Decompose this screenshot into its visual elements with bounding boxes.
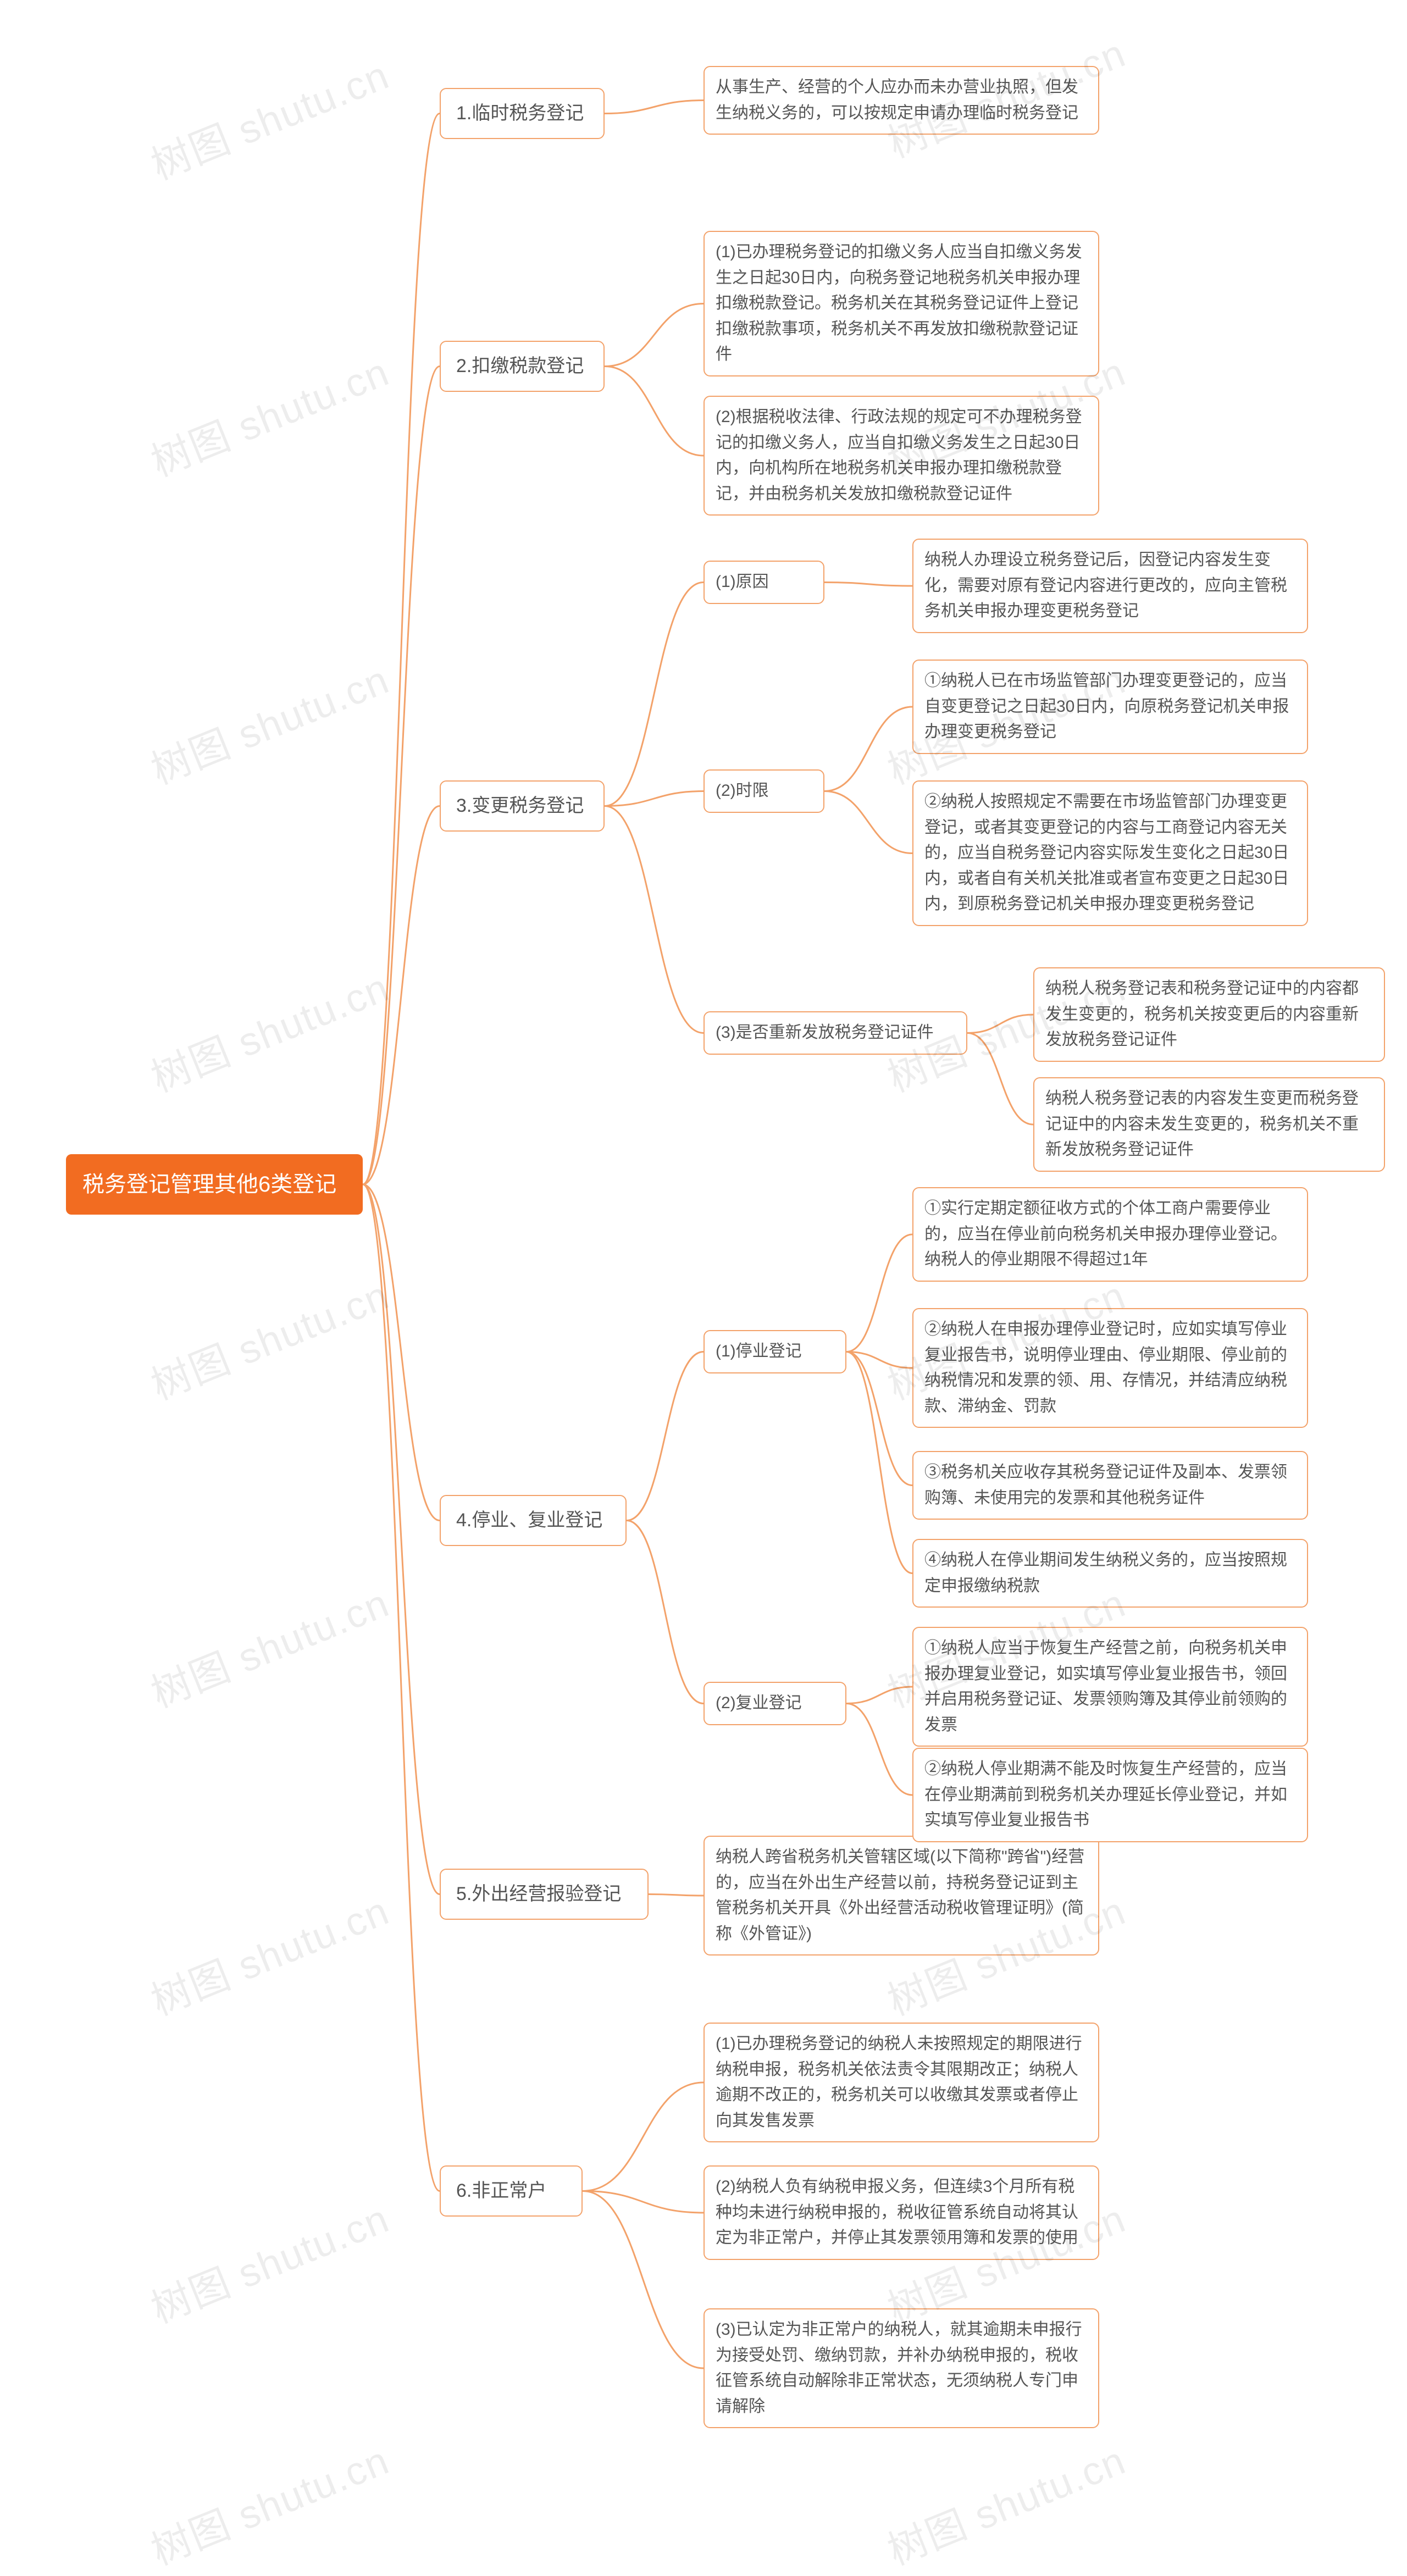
mindmap-node: ②纳税人停业期满不能及时恢复生产经营的，应当在停业期满前到税务机关办理延长停业登… [912, 1748, 1308, 1842]
mindmap-node: (1)已办理税务登记的纳税人未按照规定的期限进行纳税申报，税务机关依法责令其限期… [704, 2023, 1099, 2142]
mindmap-node: ③税务机关应收存其税务登记证件及副本、发票领购簿、未使用完的发票和其他税务证件 [912, 1451, 1308, 1520]
watermark: 树图 shutu.cn [141, 43, 396, 191]
mindmap-node: (3)已认定为非正常户的纳税人，就其逾期未申报行为接受处罚、缴纳罚款，并补办纳税… [704, 2308, 1099, 2428]
mindmap-node: (2)根据税收法律、行政法规的规定可不办理税务登记的扣缴义务人，应当自扣缴义务发… [704, 396, 1099, 516]
mindmap-node: ①实行定期定额征收方式的个体工商户需要停业的，应当在停业前向税务机关申报办理停业… [912, 1187, 1308, 1282]
mindmap-node: (2)时限 [704, 769, 824, 813]
mindmap-node: 纳税人税务登记表的内容发生变更而税务登记证中的内容未发生变更的，税务机关不重新发… [1033, 1077, 1385, 1172]
root-node: 税务登记管理其他6类登记 [66, 1154, 363, 1215]
watermark: 树图 shutu.cn [141, 340, 396, 487]
mindmap-node: 3.变更税务登记 [440, 780, 605, 832]
mindmap-node: ②纳税人按照规定不需要在市场监管部门办理变更登记，或者其变更登记的内容与工商登记… [912, 780, 1308, 926]
mindmap-node: ①纳税人已在市场监管部门办理变更登记的，应当自变更登记之日起30日内，向原税务登… [912, 660, 1308, 754]
watermark: 树图 shutu.cn [141, 955, 396, 1103]
mindmap-node: (2)纳税人负有纳税申报义务，但连续3个月所有税种均未进行纳税申报的，税收征管系… [704, 2165, 1099, 2260]
mindmap-node: 5.外出经营报验登记 [440, 1869, 649, 1920]
watermark: 树图 shutu.cn [141, 2186, 396, 2334]
mindmap-node: 2.扣缴税款登记 [440, 341, 605, 392]
watermark: 树图 shutu.cn [141, 2428, 396, 2576]
mindmap-node: 4.停业、复业登记 [440, 1495, 627, 1546]
mindmap-node: 1.临时税务登记 [440, 88, 605, 139]
mindmap-node: 纳税人税务登记表和税务登记证中的内容都发生变更的，税务机关按变更后的内容重新发放… [1033, 967, 1385, 1062]
mindmap-node: 从事生产、经营的个人应办而未办营业执照，但发生纳税义务的，可以按规定申请办理临时… [704, 66, 1099, 135]
mindmap-node: ②纳税人在申报办理停业登记时，应如实填写停业复业报告书，说明停业理由、停业期限、… [912, 1308, 1308, 1428]
watermark: 树图 shutu.cn [141, 647, 396, 795]
mindmap-node: 纳税人跨省税务机关管辖区域(以下简称"跨省")经营的，应当在外出生产经营以前，持… [704, 1836, 1099, 1955]
mindmap-node: (1)原因 [704, 561, 824, 604]
watermark: 树图 shutu.cn [878, 2428, 1133, 2576]
mindmap-canvas: 税务登记管理其他6类登记 1.临时税务登记 2.扣缴税款登记 3.变更税务登记 4.停… [0, 0, 1407, 2545]
watermark: 树图 shutu.cn [141, 1571, 396, 1719]
watermark: 树图 shutu.cn [141, 1263, 396, 1411]
mindmap-node: (3)是否重新发放税务登记证件 [704, 1011, 967, 1055]
mindmap-node: 6.非正常户 [440, 2165, 583, 2217]
mindmap-node: 纳税人办理设立税务登记后，因登记内容发生变化，需要对原有登记内容进行更改的，应向… [912, 539, 1308, 633]
watermark: 树图 shutu.cn [141, 1879, 396, 2026]
mindmap-node: (1)停业登记 [704, 1330, 846, 1373]
mindmap-node: ④纳税人在停业期间发生纳税义务的，应当按照规定申报缴纳税款 [912, 1539, 1308, 1608]
mindmap-node: (1)已办理税务登记的扣缴义务人应当自扣缴义务发生之日起30日内，向税务登记地税… [704, 231, 1099, 376]
mindmap-node: ①纳税人应当于恢复生产经营之前，向税务机关申报办理复业登记，如实填写停业复业报告… [912, 1627, 1308, 1747]
mindmap-node: (2)复业登记 [704, 1682, 846, 1725]
